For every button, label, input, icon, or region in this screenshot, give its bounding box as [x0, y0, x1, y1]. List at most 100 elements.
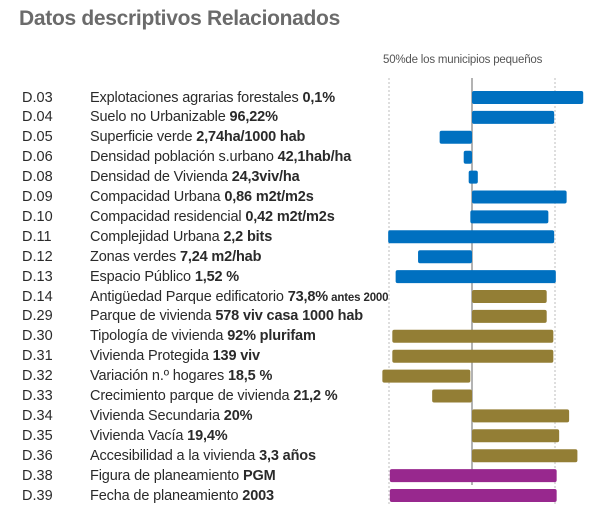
indicator-code: D.13	[22, 268, 53, 285]
indicator-label: Vivienda Secundaria 20%	[90, 406, 253, 426]
indicator-code: D.34	[22, 407, 53, 424]
indicator-code: D.14	[22, 288, 53, 305]
indicator-code: D.32	[22, 368, 53, 385]
indicator-code: D.35	[22, 427, 53, 444]
indicator-row: D.32 Variación n.º hogares 18,5 %	[0, 366, 600, 386]
indicator-name: Parque de vivienda	[90, 308, 216, 325]
indicator-name: Accesibilidad a la vivienda	[90, 447, 260, 464]
band-label: 50%de los municipios pequeños	[383, 54, 543, 66]
indicator-label: Variación n.º hogares 18,5 %	[90, 366, 272, 386]
bar-d03	[472, 91, 584, 104]
bar-d39	[389, 489, 557, 502]
indicator-value: 20%	[223, 407, 253, 424]
indicator-code: D.36	[22, 447, 53, 464]
indicator-label: Compacidad residencial 0,42 m2t/m2s	[90, 207, 335, 227]
indicator-row: D.38 Figura de planeamiento PGM	[0, 466, 600, 486]
indicator-value: 2,2 bits	[223, 228, 273, 245]
indicator-row: D.35 Vivienda Vacía 19,4%	[0, 426, 600, 446]
indicator-label: Densidad de Vivienda 24,3viv/ha	[90, 167, 300, 187]
indicator-row: D.11 Complejidad Urbana 2,2 bits	[0, 227, 600, 247]
indicator-row: D.04 Suelo no Urbanizable 96,22%	[0, 107, 600, 127]
indicator-code: D.08	[22, 169, 53, 186]
indicator-label: Antigüedad Parque edificatorio 73,8% ant…	[90, 287, 389, 308]
indicator-code: D.03	[22, 89, 53, 106]
indicator-value: 21,2 %	[293, 388, 338, 404]
indicator-row: D.05 Superficie verde 2,74ha/1000 hab	[0, 127, 600, 147]
indicator-code: D.29	[22, 308, 53, 325]
indicator-name: Complejidad Urbana	[90, 228, 224, 245]
indicator-row: D.13 Espacio Público 1,52 %	[0, 267, 600, 287]
indicator-code: D.05	[22, 129, 53, 146]
indicator-value: 92% plurifam	[227, 328, 316, 345]
indicator-name: Fecha de planeamiento	[90, 487, 243, 504]
indicator-row: D.31 Vivienda Protegida 139 viv	[0, 346, 600, 366]
indicator-code: D.38	[22, 467, 53, 484]
bar-d14	[472, 290, 547, 303]
indicator-name: Vivienda Secundaria	[90, 407, 224, 424]
indicator-row: D.39 Fecha de planeamiento 2003	[0, 486, 600, 506]
indicator-value: 24,3viv/ha	[231, 169, 300, 186]
indicator-label: Accesibilidad a la vivienda 3,3 años	[90, 446, 316, 466]
indicator-name: Superficie verde	[90, 129, 197, 146]
indicator-row: D.29 Parque de vivienda 578 viv casa 1000…	[0, 306, 600, 326]
indicator-row: D.08 Densidad de Vivienda 24,3viv/ha	[0, 167, 600, 187]
indicator-value: 1,52 %	[194, 268, 240, 285]
indicator-name: Vivienda Protegida	[90, 348, 213, 365]
indicator-code: D.31	[22, 348, 53, 365]
indicator-label: Espacio Público 1,52 %	[90, 267, 239, 287]
indicator-name: Densidad población s.urbano	[90, 149, 278, 166]
bar-d13	[395, 270, 556, 284]
indicator-name: Explotaciones agrarias forestales	[90, 89, 303, 106]
indicator-name: Figura de planeamiento	[90, 467, 243, 484]
indicator-label: Superficie verde 2,74ha/1000 hab	[90, 127, 305, 147]
bar-d29	[472, 309, 547, 323]
bar-d04	[472, 110, 555, 124]
indicator-label: Crecimiento parque de vivienda 21,2 %	[90, 386, 338, 406]
indicator-code: D.39	[22, 487, 53, 504]
indicator-name: Compacidad residencial	[90, 208, 246, 225]
indicator-value: 0,86 m2t/m2s	[224, 189, 314, 205]
indicator-name: Espacio Público	[90, 268, 195, 285]
indicator-row: D.14 Antigüedad Parque edificatorio 73,8%…	[0, 287, 600, 307]
indicator-label: Vivienda Protegida 139 viv	[90, 346, 260, 366]
bar-d12	[418, 250, 472, 264]
indicator-label: Figura de planeamiento PGM	[90, 466, 276, 486]
indicator-label: Parque de vivienda 578 viv casa 1000 hab	[90, 306, 363, 326]
bar-d35	[472, 429, 560, 443]
indicator-name: Suelo no Urbanizable	[90, 109, 230, 126]
indicator-label: Suelo no Urbanizable 96,22%	[90, 107, 278, 127]
indicator-value: 96,22%	[229, 109, 278, 126]
indicator-value: 7,24 m2/hab	[179, 248, 262, 265]
indicator-value: 0,42 m2t/m2s	[245, 208, 335, 225]
indicator-code: D.04	[22, 109, 53, 126]
bar-d30	[392, 329, 554, 343]
indicator-label: Compacidad Urbana 0,86 m2t/m2s	[90, 187, 314, 207]
indicator-row: D.03 Explotaciones agrarias forestales 0,…	[0, 88, 600, 108]
indicator-label: Vivienda Vacía 19,4%	[90, 426, 228, 446]
indicator-label: Zonas verdes 7,24 m2/hab	[90, 247, 261, 267]
indicator-row: D.12 Zonas verdes 7,24 m2/hab	[0, 247, 600, 267]
indicator-value: 0,1%	[302, 89, 336, 106]
indicator-value: 73,8%	[287, 288, 329, 305]
bar-d05	[439, 130, 472, 144]
indicator-code: D.30	[22, 328, 53, 345]
indicator-suffix: antes 2000	[328, 291, 389, 304]
indicator-row: D.34 Vivienda Secundaria 20%	[0, 406, 600, 426]
chart-title: Datos descriptivos Relacionados	[19, 7, 340, 30]
indicator-code: D.09	[22, 189, 53, 205]
bar-d32	[382, 369, 471, 383]
bar-d10	[470, 210, 549, 224]
indicator-row: D.33 Crecimiento parque de vivienda 21,2 …	[0, 386, 600, 406]
bar-d06	[463, 150, 472, 164]
indicator-name: Tipología de vivienda	[90, 328, 228, 345]
bar-d09	[472, 190, 567, 204]
indicator-row: D.09 Compacidad Urbana 0,86 m2t/m2s	[0, 187, 600, 207]
indicator-value: 2,74ha/1000 hab	[196, 129, 306, 146]
indicator-code: D.10	[22, 208, 53, 225]
indicator-code: D.33	[22, 388, 53, 404]
indicator-name: Zonas verdes	[90, 248, 180, 265]
indicator-code: D.11	[22, 228, 52, 245]
indicator-row: D.06 Densidad población s.urbano 42,1hab/…	[0, 147, 600, 167]
indicator-code: D.06	[22, 149, 53, 166]
